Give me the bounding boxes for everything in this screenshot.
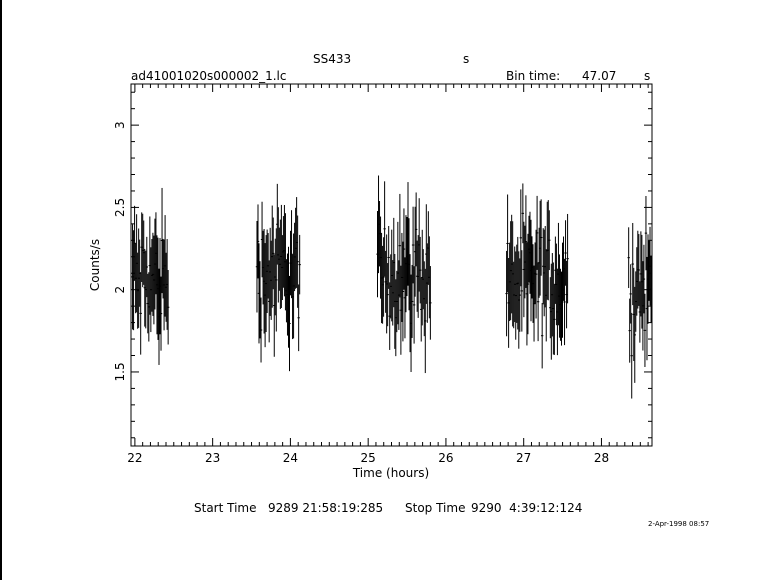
tick-labels: 22 23 24 25 26 27 28 1.5 2 2.5 3 xyxy=(113,121,609,465)
object-name: SS433 xyxy=(313,52,352,66)
bin-time-unit: s xyxy=(644,69,651,83)
window-left-border xyxy=(0,0,2,580)
stop-time-label: Stop Time xyxy=(405,501,466,515)
y-tick-label: 3 xyxy=(113,121,127,129)
x-axis-label: Time (hours) xyxy=(352,466,429,480)
y-tick-label: 1.5 xyxy=(113,362,127,381)
axis-ticks xyxy=(131,84,652,446)
error-bars xyxy=(131,175,653,399)
bin-time-value: 47.07 xyxy=(582,69,617,83)
x-tick-label: 22 xyxy=(127,451,142,465)
y-tick-label: 2.5 xyxy=(113,198,127,217)
start-time-value: 9289 21:58:19:285 xyxy=(268,501,384,515)
file-name: ad41001020s000002_1.lc xyxy=(131,69,287,83)
x-tick-label: 28 xyxy=(594,451,609,465)
y-tick-label: 2 xyxy=(113,286,127,294)
y-axis-label: Counts/s xyxy=(88,239,102,291)
object-unit: s xyxy=(463,52,470,66)
bin-time-label: Bin time: xyxy=(506,69,561,83)
x-tick-label: 27 xyxy=(516,451,531,465)
start-time-label: Start Time xyxy=(194,501,257,515)
plot-timestamp: 2-Apr-1998 08:57 xyxy=(648,520,710,528)
x-tick-label: 25 xyxy=(361,451,376,465)
x-tick-label: 23 xyxy=(205,451,220,465)
stop-time-value: 9290 4:39:12:124 xyxy=(471,501,583,515)
x-tick-label: 26 xyxy=(438,451,453,465)
x-tick-label: 24 xyxy=(283,451,298,465)
